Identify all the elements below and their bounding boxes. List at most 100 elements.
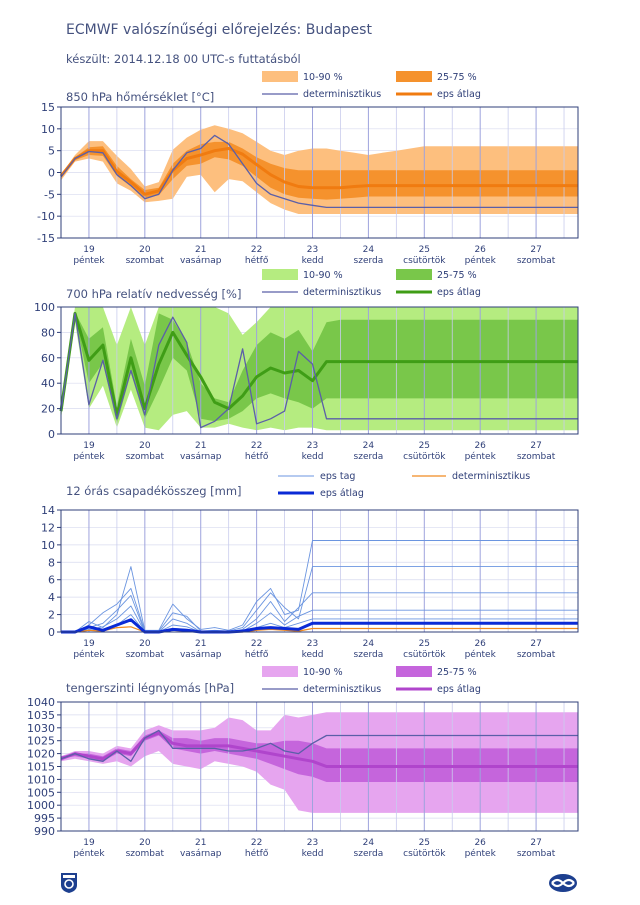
chart1-xtick-day: 27 [530,245,541,255]
chart4-ytick-label: 1015 [27,761,55,774]
chart2-xtick-dayname: szerda [354,452,384,462]
chart1-legend-mean: eps átlag [437,89,481,100]
chart1-xtick-day: 26 [474,245,486,255]
chart4-xtick-day: 25 [419,838,430,848]
chart3-xtick-day: 20 [139,639,151,649]
chart4-xtick-day: 27 [530,838,541,848]
chart1-xtick-dayname: kedd [302,256,324,266]
chart2-xtick-dayname: péntek [465,451,497,462]
chart4-ytick-label: 1025 [27,735,55,748]
chart3-ytick-label: 0 [48,626,55,639]
chart2-frame [60,306,579,435]
chart4-xtick-day: 26 [474,838,486,848]
chart1-xtick-dayname: szombat [126,256,165,266]
chart3-legend-det: determinisztikus [452,471,530,482]
chart3-xtick-dayname: csütörtök [403,650,446,660]
chart2-legend-swatch-outer [262,269,298,280]
chart3-xtick-day: 23 [307,639,318,649]
chart1-band-10-90 [61,125,578,214]
chart4-legend-swatch-inner [396,666,432,677]
chart2-legend-det: determinisztikus [303,287,381,298]
chart4-ytick-label: 1040 [27,696,55,709]
chart1-ytick-label: -15 [37,232,55,245]
chart3-xtick-day: 27 [530,639,541,649]
chart2-title: 700 hPa relatív nedvesség [%] [66,287,241,301]
chart3-xtick-dayname: péntek [73,649,105,660]
chart3-xtick-dayname: kedd [302,650,324,660]
chart4-det-line [60,729,578,762]
chart1-legend-inner: 25-75 % [437,72,477,83]
chart4-ytick-label: 1000 [27,799,55,812]
chart4-band-25-75 [61,730,578,782]
chart4-xtick-dayname: szombat [517,849,556,859]
chart1-ytick-label: 5 [48,145,55,158]
chart2-xtick-day: 23 [307,441,318,451]
chart1-xtick-day: 24 [363,245,375,255]
chart4-ytick-label: 1030 [27,722,55,735]
chart4-xtick-dayname: szerda [354,849,384,859]
chart4-ytick-label: 1010 [27,773,55,786]
chart1-ytick-label: -5 [44,188,55,201]
chart4-legend-swatch-outer [262,666,298,677]
chart2-legend-inner: 25-75 % [437,270,477,281]
chart1-xtick-dayname: csütörtök [403,256,446,266]
chart3-xtick-dayname: szerda [354,650,384,660]
chart4-legend-mean: eps átlag [437,684,481,695]
chart4-ytick-label: 1020 [27,748,55,761]
chart4-xtick-day: 20 [139,838,151,848]
chart2-xtick-dayname: csütörtök [403,452,446,462]
chart3-xtick-day: 19 [83,639,95,649]
chart4-ytick-label: 990 [34,825,55,838]
chart1-xtick-dayname: szerda [354,256,384,266]
chart2-xtick-day: 25 [419,441,430,451]
chart1-xtick-day: 21 [195,245,206,255]
chart1-xtick-dayname: péntek [465,255,497,266]
chart2-legend-outer: 10-90 % [303,270,343,281]
chart1-legend-swatch-inner [396,71,432,82]
chart3-ytick-label: 10 [41,539,55,552]
ecmwf-logo [549,874,577,892]
chart2-ytick-label: 0 [48,428,55,441]
chart4-ytick-label: 1035 [27,709,55,722]
chart3-legend-mean: eps átlag [320,488,364,499]
chart4-xtick-dayname: vasárnap [180,849,222,859]
chart4-xtick-day: 21 [195,838,206,848]
chart3-title: 12 órás csapadékösszeg [mm] [66,484,242,498]
chart4-xtick-day: 24 [363,838,375,848]
chart1-mean-line [59,147,578,196]
chart3-ytick-label: 6 [48,574,55,587]
chart2-band-25-75 [61,312,578,424]
chart3-xtick-dayname: hétfő [245,649,269,660]
chart1-ytick-label: 15 [41,101,55,114]
chart2-ytick-label: 40 [41,377,55,390]
chart2-xtick-day: 21 [195,441,206,451]
chart2-det-line [60,312,578,429]
chart3-xtick-dayname: szombat [126,650,165,660]
chart1-xtick-day: 22 [251,245,262,255]
chart3-xtick-dayname: szombat [517,650,556,660]
chart1-xtick-day: 20 [139,245,151,255]
chart1-legend-outer: 10-90 % [303,72,343,83]
chart3-ytick-label: 8 [48,556,55,569]
chart1-xtick-day: 25 [419,245,430,255]
chart3-ytick-label: 14 [41,504,55,517]
chart2-xtick-dayname: kedd [302,452,324,462]
chart2-xtick-dayname: hétfő [245,451,269,462]
chart2-xtick-day: 22 [251,441,262,451]
chart4-xtick-day: 22 [251,838,262,848]
chart3-xtick-day: 24 [363,639,375,649]
chart1-ytick-label: 10 [41,123,55,136]
chart3-xtick-day: 22 [251,639,262,649]
chart2-xtick-day: 19 [83,441,95,451]
chart1-xtick-dayname: péntek [73,255,105,266]
chart3-ytick-label: 12 [41,521,55,534]
chart2-ytick-label: 60 [41,352,55,365]
chart4-xtick-day: 23 [307,838,318,848]
chart2-xtick-dayname: szombat [517,452,556,462]
chart2-xtick-dayname: péntek [73,451,105,462]
chart4-xtick-dayname: péntek [465,848,497,859]
page-title: ECMWF valószínűségi előrejelzés: Budapes… [66,22,372,38]
chart2-xtick-day: 26 [474,441,486,451]
chart4-xtick-dayname: péntek [73,848,105,859]
